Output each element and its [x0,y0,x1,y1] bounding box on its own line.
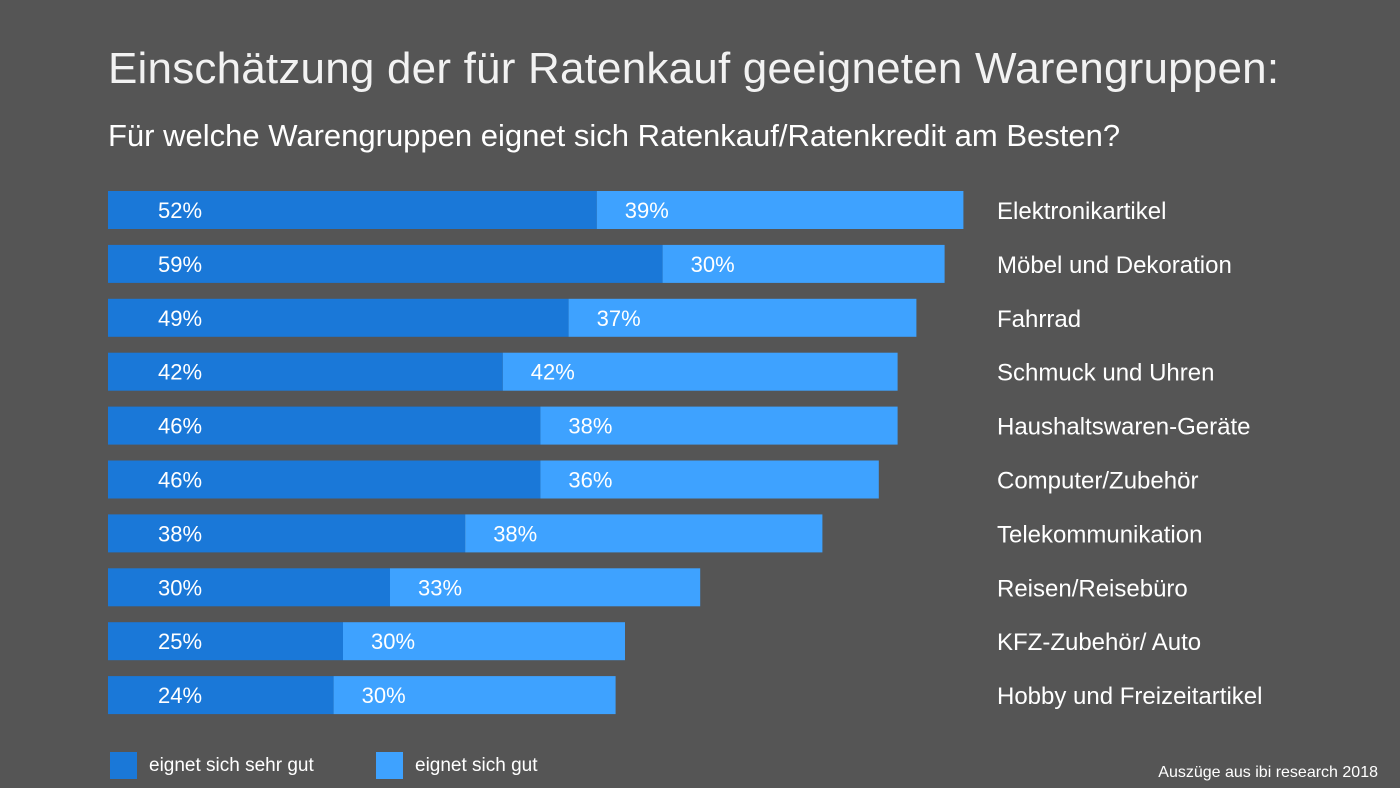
data-label-series-1: 59% [158,252,202,277]
bar-segment-series-1 [108,460,541,499]
category-label: Möbel und Dekoration [997,252,1232,279]
data-label-series-2: 36% [568,468,612,493]
stacked-bar-chart: 52% 39% Elektronikartikel 59% 30% Möbel und D… [108,191,1262,715]
bar-segment-series-1 [108,406,541,445]
legend-swatch-series-1 [110,752,137,779]
data-label-series-1: 42% [158,360,202,385]
bar-segment-series-2 [540,406,898,445]
source-note: Auszüge aus ibi research 2018 [1158,764,1378,781]
legend-label-series-1: eignet sich sehr gut [149,754,314,776]
data-label-series-2: 38% [568,414,612,439]
category-label: Telekommunikation [997,521,1202,548]
data-label-series-2: 30% [371,629,415,654]
legend-item-series-1: eignet sich sehr gut [110,752,314,779]
bar-segment-series-1 [108,514,466,553]
bar-segment-series-1 [108,298,569,337]
data-label-series-1: 52% [158,198,202,223]
data-label-series-2: 33% [418,575,462,600]
data-label-series-2: 30% [691,252,735,277]
bar-segment-series-2 [343,622,625,661]
data-label-series-2: 37% [597,306,641,331]
bar-segment-series-1 [108,676,334,715]
bar-segment-series-2 [540,460,879,499]
bar-segment-series-2 [662,244,945,283]
legend-item-series-2: eignet sich gut [376,752,538,779]
bar-segment-series-1 [108,191,597,229]
data-label-series-1: 49% [158,306,202,331]
category-label: Schmuck und Uhren [997,360,1214,387]
data-label-series-2: 30% [362,683,406,708]
category-label: Fahrrad [997,306,1081,333]
bar-segment-series-2 [502,352,898,391]
data-label-series-2: 42% [531,360,575,385]
bar-segment-series-1 [108,622,343,661]
category-label: Haushaltswaren-Geräte [997,414,1250,441]
bar-segment-series-1 [108,352,503,391]
data-label-series-1: 46% [158,414,202,439]
category-label: Computer/Zubehör [997,468,1198,495]
bar-segment-series-2 [465,514,823,553]
category-label: Hobby und Freizeitartikel [997,683,1262,710]
bar-segment-series-2 [390,568,701,607]
chart-title: Einschätzung der für Ratenkauf geeignete… [108,44,1280,93]
category-label: KFZ-Zubehör/ Auto [997,629,1201,656]
bar-segment-series-2 [596,191,964,229]
bar-segment-series-2 [568,298,917,337]
data-label-series-1: 24% [158,683,202,708]
category-label: Elektronikartikel [997,198,1166,225]
legend-label-series-2: eignet sich gut [415,754,538,776]
data-label-series-2: 38% [493,521,537,546]
category-label: Reisen/Reisebüro [997,575,1188,602]
data-label-series-1: 25% [158,629,202,654]
legend-swatch-series-2 [376,752,403,779]
bar-segment-series-1 [108,244,663,283]
chart-subtitle: Für welche Warengruppen eignet sich Rate… [108,118,1121,153]
data-label-series-1: 46% [158,468,202,493]
data-label-series-2: 39% [625,198,669,223]
data-label-series-1: 38% [158,521,202,546]
bar-segment-series-1 [108,568,390,607]
data-label-series-1: 30% [158,575,202,600]
bar-segment-series-2 [333,676,616,715]
